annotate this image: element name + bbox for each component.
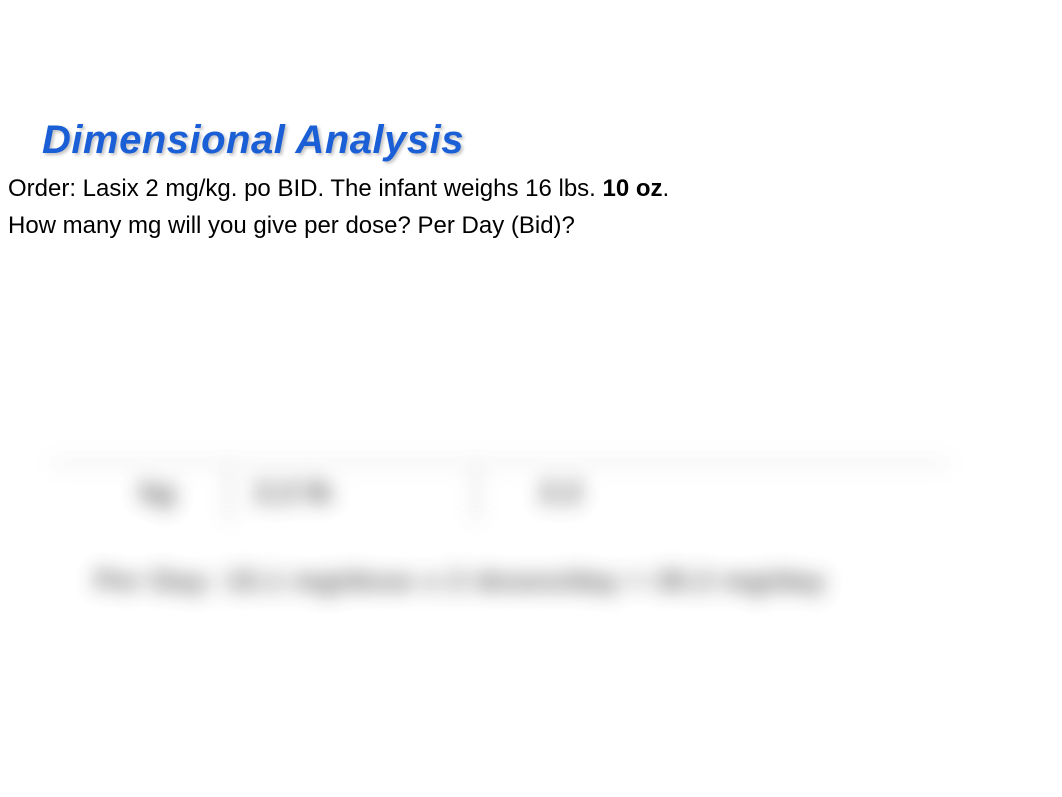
blur-bottom-line: Per Day: 15.1 mg/dose x 2 doses/day = 30… xyxy=(95,565,826,597)
slide-title: Dimensional Analysis xyxy=(42,118,464,163)
blur-cell-2: 2.2 lb xyxy=(255,476,332,510)
problem-text-part1: Order: Lasix 2 mg/kg. po BID. The infant… xyxy=(8,175,603,202)
blur-divider-1 xyxy=(228,466,230,522)
blur-horizontal-line xyxy=(50,462,950,464)
blur-cell-3: 2.2 xyxy=(540,476,582,510)
blur-divider-2 xyxy=(475,466,477,522)
blur-cell-1: kg xyxy=(140,476,175,510)
problem-statement: Order: Lasix 2 mg/kg. po BID. The infant… xyxy=(8,170,688,244)
problem-text-bold: 10 oz xyxy=(603,175,663,202)
blurred-answer-region: kg 2.2 lb 2.2 Per Day: 15.1 mg/dose x 2 … xyxy=(50,440,970,640)
